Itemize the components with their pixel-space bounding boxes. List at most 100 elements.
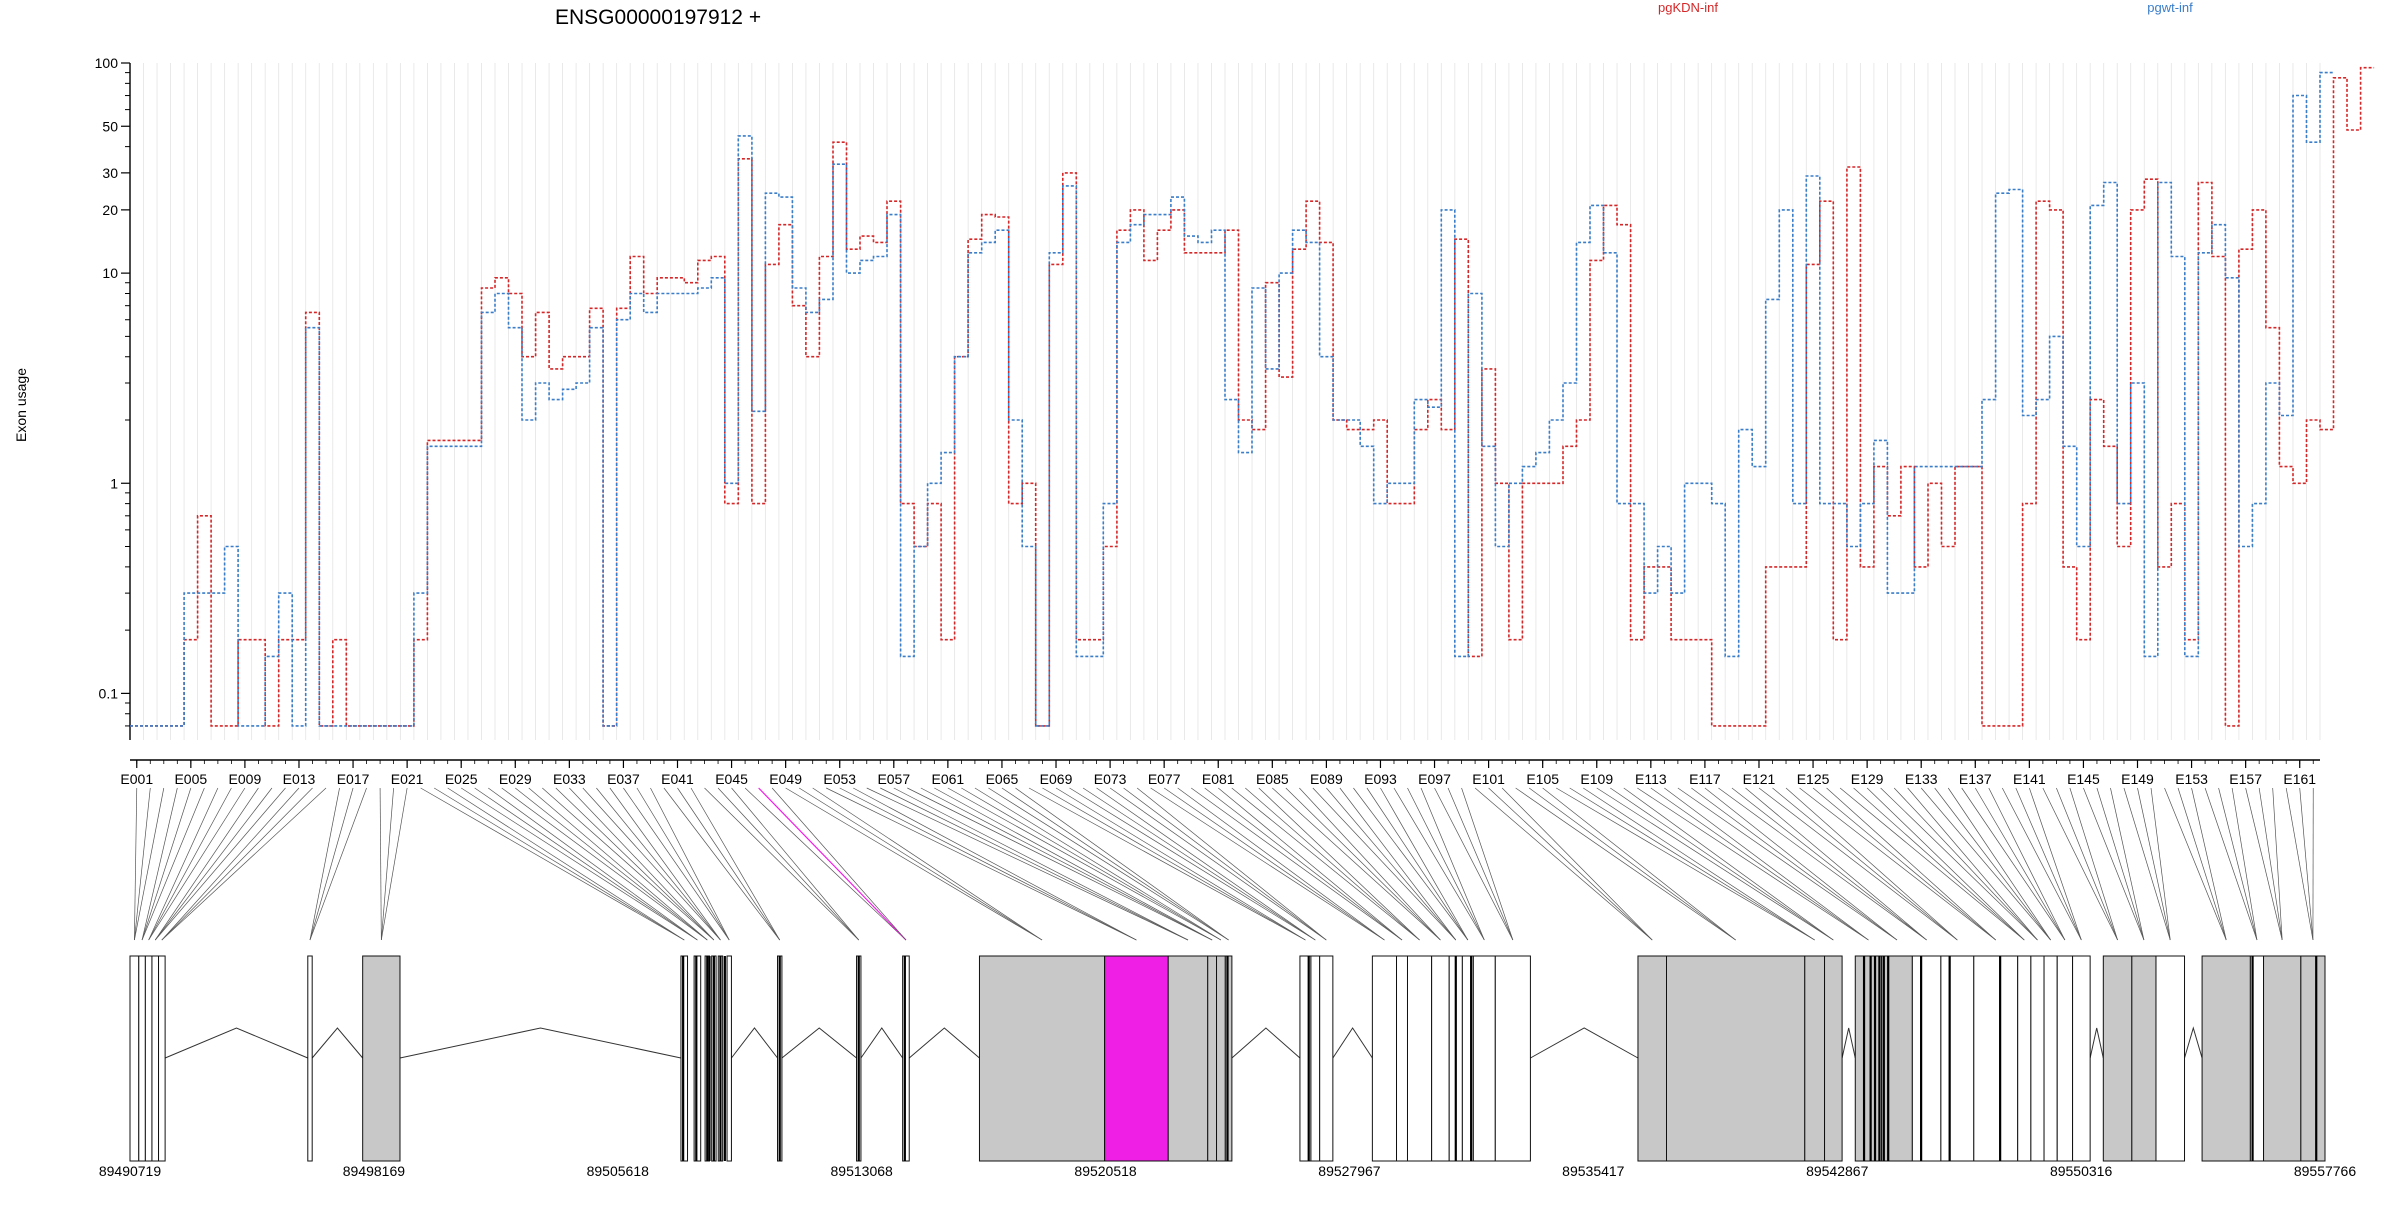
intron-line	[1333, 1028, 1373, 1058]
x-tick-label: E061	[932, 771, 965, 787]
exon-connector-line	[2273, 788, 2283, 940]
exon-connector-line	[2124, 788, 2170, 940]
exon-connector-line	[1502, 788, 1652, 940]
x-tick-label: E141	[2013, 771, 2046, 787]
exon-connector-line	[1854, 788, 2025, 940]
exon-connector-line	[155, 788, 272, 940]
genomic-coordinate-label: 89513068	[831, 1163, 894, 1179]
x-tick-label: E073	[1094, 771, 1127, 787]
exon-connector-line	[596, 788, 720, 940]
exon-block	[1974, 956, 2018, 1161]
exon-connector-line	[2110, 788, 2143, 940]
genomic-coordinate-label: 89542867	[1806, 1163, 1869, 1179]
exon-connector-line	[1462, 788, 1513, 940]
exon-block	[1407, 956, 1431, 1161]
exon-connector-line	[1543, 788, 1736, 940]
intron-line	[1842, 1028, 1855, 1058]
exon-connector-line	[718, 788, 859, 940]
exon-connector-line	[381, 788, 393, 940]
exon-connector-line	[1637, 788, 1868, 940]
exon-block	[1941, 956, 1974, 1161]
x-tick-label: E125	[1797, 771, 1830, 787]
intron-line	[861, 1028, 903, 1058]
exon-connector-line	[1083, 788, 1315, 940]
legend-label-pgkdn: pgKDN-inf	[1658, 0, 1718, 15]
exon-block	[2057, 956, 2072, 1161]
exon-connector-line	[1124, 788, 1327, 940]
exon-block	[1208, 956, 1217, 1161]
exon-connector-line	[2232, 788, 2257, 940]
x-tick-label: E097	[1418, 771, 1451, 787]
x-tick-label: E053	[823, 771, 856, 787]
exon-connector-line	[1218, 788, 1402, 940]
exon-block	[1825, 956, 1843, 1161]
exon-connector-line	[907, 788, 1212, 940]
genomic-coordinate-label: 89535417	[1562, 1163, 1625, 1179]
x-tick-label: E113	[1635, 771, 1667, 787]
highlighted-exon-block	[1105, 956, 1169, 1161]
exon-block	[1882, 956, 1913, 1161]
exon-connector-line	[529, 788, 707, 940]
gridlines	[130, 63, 2320, 740]
exon-connector-line	[1029, 788, 1305, 940]
genomic-coordinate-label: 89490719	[99, 1163, 162, 1179]
exon-connector-line	[134, 788, 150, 940]
exon-connector-line	[826, 788, 1136, 940]
exon-connector-line	[921, 788, 1212, 940]
exon-block	[308, 956, 312, 1161]
intron-line	[782, 1028, 857, 1058]
x-tick-label: E057	[877, 771, 910, 787]
y-tick-label: 0.1	[99, 685, 119, 701]
x-tick-label: E005	[174, 771, 207, 787]
exon-connector-line	[1205, 788, 1402, 940]
exon-block	[1432, 956, 1450, 1161]
exon-block	[2264, 956, 2301, 1161]
exon-connector-line	[1678, 788, 1897, 940]
exon-block	[1473, 956, 1495, 1161]
x-tick-label: E133	[1905, 771, 1938, 787]
y-axis-label: Exon usage	[13, 368, 29, 442]
intron-line	[731, 1028, 777, 1058]
exon-block	[2156, 956, 2185, 1161]
exon-connector-line	[1664, 788, 1868, 940]
exon-connector-line	[488, 788, 697, 940]
exon-block	[1311, 956, 1320, 1161]
exon-connector-line	[1043, 788, 1306, 940]
exon-connector-line	[569, 788, 714, 940]
x-tick-label: E101	[1472, 771, 1505, 787]
x-tick-label: E009	[229, 771, 262, 787]
exon-block	[1217, 956, 1226, 1161]
exon-connector-line	[2097, 788, 2144, 940]
x-tick-label: E085	[1256, 771, 1289, 787]
exon-block	[139, 956, 146, 1161]
legend-label-pgwt: pgwt-inf	[2147, 0, 2193, 15]
exon-connector-line	[475, 788, 698, 940]
exon-block	[2132, 956, 2156, 1161]
x-tick-label: E017	[337, 771, 370, 787]
exon-connector-line	[1624, 788, 1834, 940]
genomic-coordinate-label: 89550316	[2050, 1163, 2113, 1179]
x-tick-label: E001	[120, 771, 153, 787]
x-tick-label: E077	[1148, 771, 1181, 787]
exon-connector-line	[2286, 788, 2313, 940]
exon-connector-line	[142, 788, 204, 940]
exon-connector-line	[583, 788, 721, 940]
exon-connector-line	[1313, 788, 1456, 940]
exon-connector-line	[310, 788, 340, 940]
exon-connector-line	[162, 788, 326, 940]
exon-block	[145, 956, 152, 1161]
x-tick-label: E129	[1851, 771, 1884, 787]
exon-connector-line	[434, 788, 684, 940]
intron-line	[1232, 1028, 1300, 1058]
exon-block	[1855, 956, 1881, 1161]
exon-connector-line	[1975, 788, 2065, 940]
exon-connector-line	[664, 788, 780, 940]
exon-block	[152, 956, 159, 1161]
exon-block	[2202, 956, 2250, 1161]
intron-line	[1530, 1028, 1638, 1058]
exon-block	[1805, 956, 1825, 1161]
exon-block	[2018, 956, 2031, 1161]
y-tick-label: 10	[102, 265, 118, 281]
